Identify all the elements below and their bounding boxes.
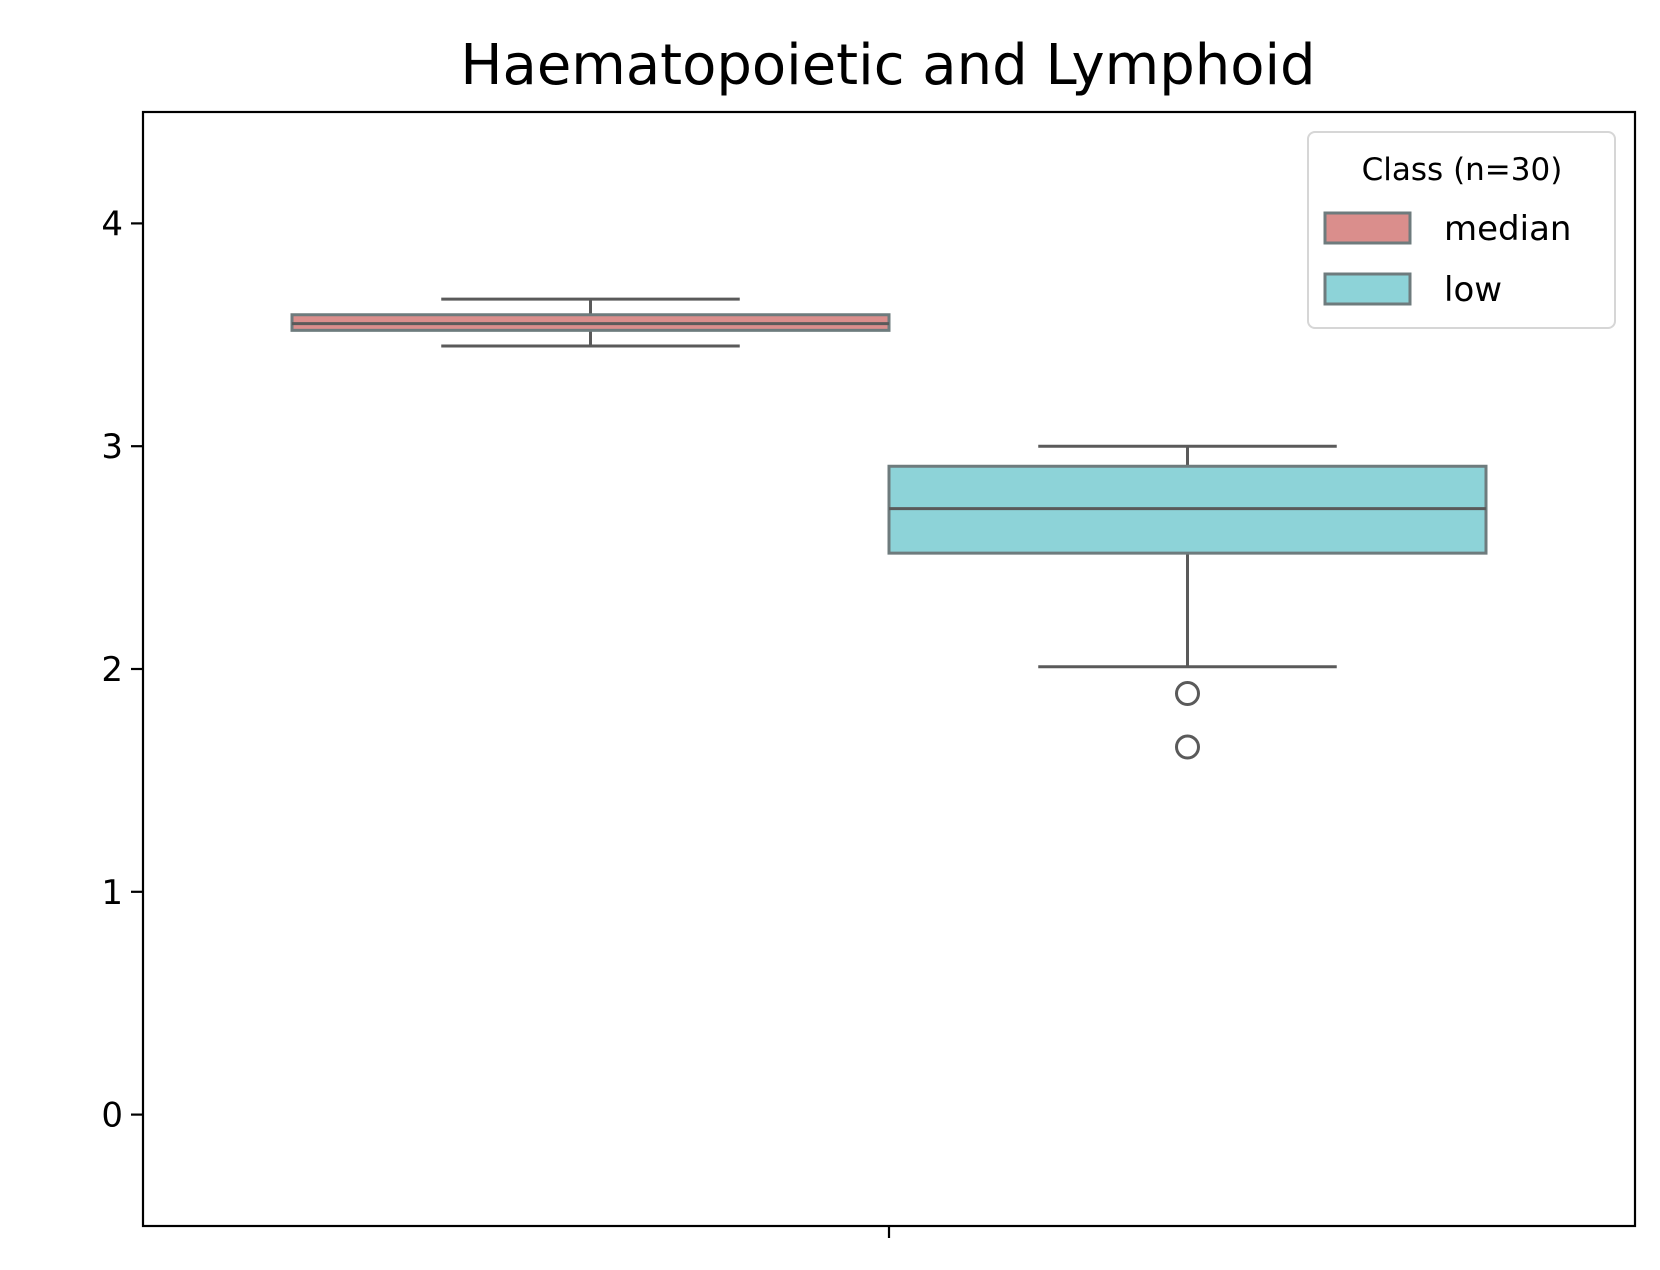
y-tick-label: 0 [101, 1096, 123, 1136]
y-tick-label: 4 [101, 204, 123, 244]
legend-swatch-median [1323, 211, 1412, 245]
box-low [887, 444, 1488, 760]
y-tick-label: 3 [101, 427, 123, 467]
legend: Class (n=30) median low [1307, 131, 1616, 329]
legend-label-median: median [1444, 209, 1571, 249]
box-median [290, 297, 891, 348]
boxes-layer [290, 297, 1488, 760]
legend-label-low: low [1444, 270, 1502, 310]
y-axis: 0 1 2 3 4 [101, 204, 143, 1136]
legend-entries: median low [1323, 209, 1571, 310]
y-tick-label: 1 [101, 873, 123, 913]
chart-title: Haematopoietic and Lymphoid [460, 33, 1315, 98]
outlier-point [1175, 734, 1200, 760]
legend-title: Class (n=30) [1362, 152, 1563, 188]
legend-swatch-low [1323, 272, 1412, 306]
outlier-point [1175, 681, 1200, 707]
y-tick-label: 2 [101, 650, 123, 690]
